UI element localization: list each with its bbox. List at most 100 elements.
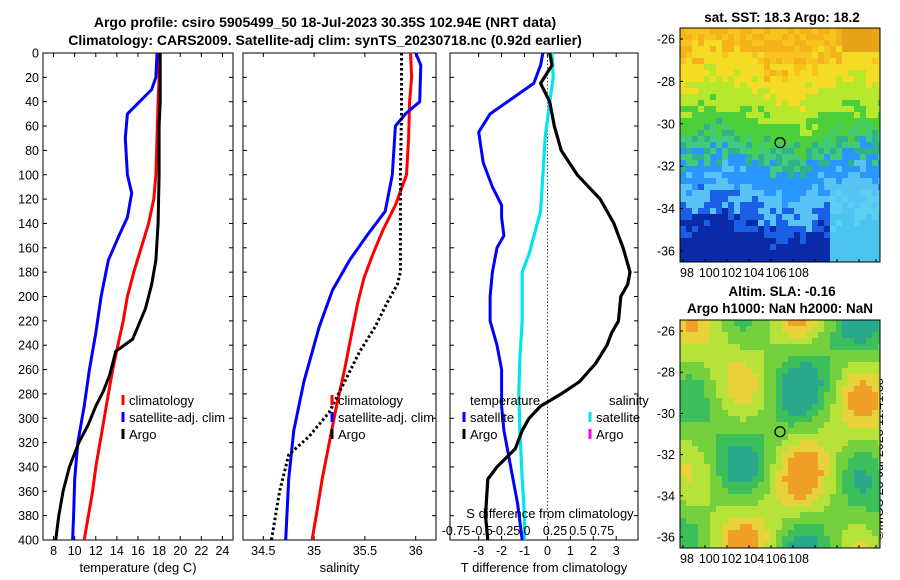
map-cell [746,232,752,238]
map-cell [680,172,686,178]
map-cell [800,244,806,250]
map-cell [758,494,764,500]
map-cell [806,350,812,356]
map-cell [680,130,686,136]
map-cell [752,220,758,226]
map-cell [842,512,848,518]
map-cell [830,368,836,374]
map-cell [692,196,698,202]
map-cell [734,58,740,64]
map-cell [866,404,872,410]
map-cell [824,476,830,482]
map-cell [698,28,704,34]
map-cell [722,524,728,530]
map-cell [764,476,770,482]
map-cell [806,452,812,458]
map-cell [764,166,770,172]
map-cell [842,362,848,368]
map-cell [770,350,776,356]
map-cell [680,154,686,160]
map-cell [764,434,770,440]
map-cell [782,178,788,184]
map-cell [866,130,872,136]
map-cell [686,148,692,154]
map-cell [758,368,764,374]
map-cell [776,82,782,88]
map-cell [692,320,698,326]
map-cell [812,320,818,326]
map-cell [860,82,866,88]
map-cell [782,320,788,326]
map-cell [698,416,704,422]
map-cell [866,190,872,196]
map-cell [800,356,806,362]
map-cell [680,320,686,326]
map-cell [818,166,824,172]
map-cell [818,374,824,380]
map-cell [752,256,758,262]
map-cell [830,506,836,512]
map-cell [824,404,830,410]
map-cell [734,404,740,410]
map-cell [698,446,704,452]
map-cell [818,124,824,130]
map-cell [728,386,734,392]
map-cell [692,488,698,494]
map-cell [830,70,836,76]
map-cell [740,202,746,208]
map-cell [758,160,764,166]
map-cell [866,124,872,130]
map-cell [752,76,758,82]
depth-tick-label: 340 [18,460,39,474]
map-cell [716,64,722,70]
map-cell [716,82,722,88]
map-cell [722,172,728,178]
map-cell [812,536,818,542]
map-cell [806,256,812,262]
map-cell [782,440,788,446]
map-cell [740,362,746,368]
map-cell [836,184,842,190]
map-cell [836,482,842,488]
map-cell [842,338,848,344]
map-cell [830,446,836,452]
map-cell [830,226,836,232]
map-cell [764,344,770,350]
map-cell [764,374,770,380]
map-cell [848,398,854,404]
map-cell [860,46,866,52]
map-cell [800,542,806,548]
map-cell [782,202,788,208]
map-cell [806,40,812,46]
map-cell [746,464,752,470]
map-cell [842,166,848,172]
map-cell [794,166,800,172]
map-cell [722,238,728,244]
map-cell [806,332,812,338]
map-cell [692,184,698,190]
map-cell [680,488,686,494]
map-cell [722,220,728,226]
map-cell [686,46,692,52]
map-cell [812,232,818,238]
map-cell [824,410,830,416]
map-cell [860,88,866,94]
map-cell [698,386,704,392]
map-cell [830,142,836,148]
map-cell [854,458,860,464]
map-cell [698,518,704,524]
map-cell [758,362,764,368]
map-cell [764,506,770,512]
map-cell [878,416,880,422]
map-cell [860,28,866,34]
map-cell [842,184,848,190]
map-cell [698,452,704,458]
map-cell [704,112,710,118]
map-cell [830,130,836,136]
map-cell [770,124,776,130]
map-cell [740,88,746,94]
map-cell [740,124,746,130]
map-cell [818,184,824,190]
map-cell [716,226,722,232]
map-cell [842,500,848,506]
